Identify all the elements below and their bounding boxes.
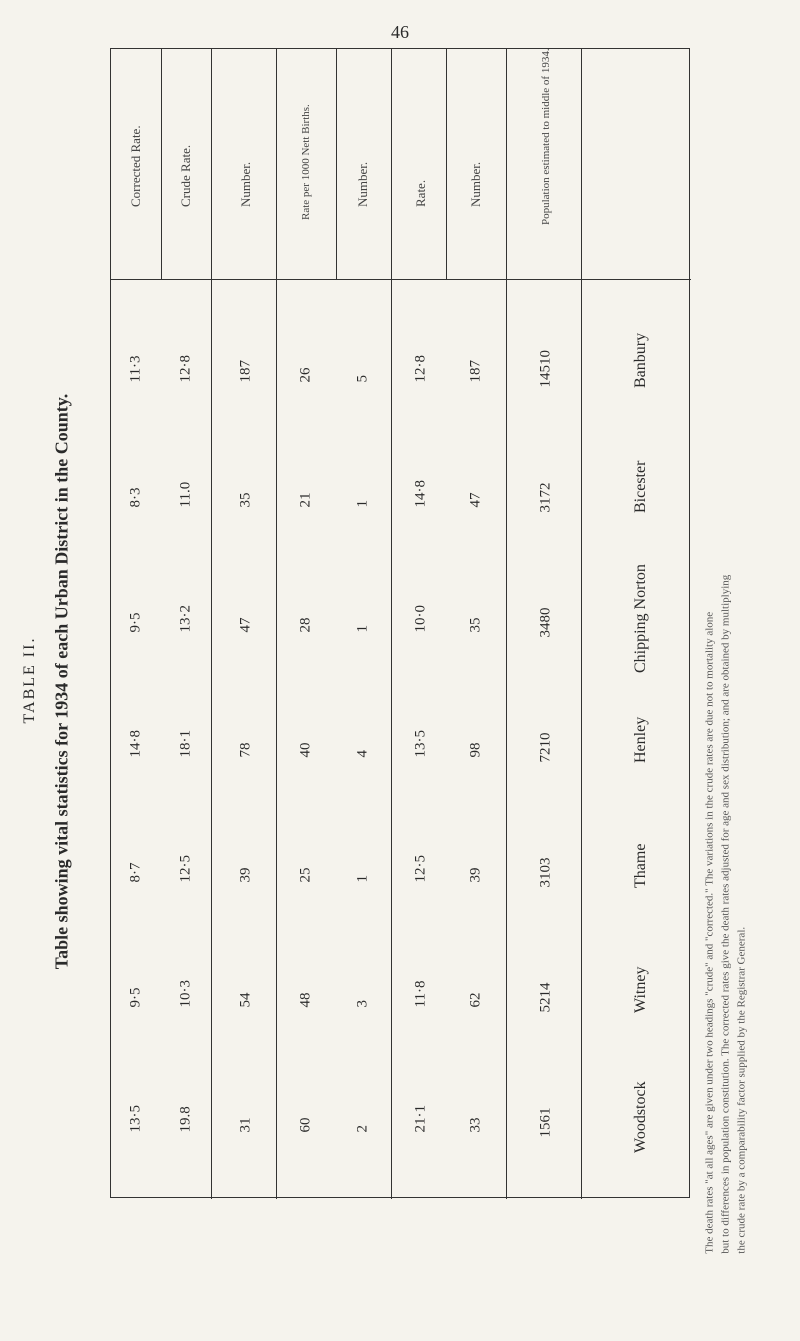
- row-label: Thame: [632, 844, 650, 888]
- cell-u1-number: 3: [355, 938, 372, 1008]
- cell-u1-rate: 28: [298, 563, 315, 633]
- cell-corrected: 11·3: [128, 313, 145, 383]
- cell-death-number: 78: [238, 688, 255, 758]
- cell-birth-rate: 21·1: [413, 1063, 430, 1133]
- cell-population: 3480: [538, 558, 555, 638]
- cell-birth-rate: 12·8: [413, 313, 430, 383]
- cell-corrected: 14·8: [128, 688, 145, 758]
- cell-population: 1561: [538, 1058, 555, 1138]
- cell-death-number: 187: [238, 313, 255, 383]
- cell-birth-number: 98: [468, 688, 485, 758]
- header-crude-rate: Crude Rate.: [178, 137, 194, 207]
- cell-birth-rate: 13·5: [413, 688, 430, 758]
- cell-birth-rate: 12·5: [413, 813, 430, 883]
- cell-u1-rate: 60: [298, 1063, 315, 1133]
- cell-corrected: 13·5: [128, 1063, 145, 1133]
- row-label: Woodstock: [632, 1081, 650, 1153]
- cell-birth-number: 47: [468, 438, 485, 508]
- cell-crude: 18·1: [178, 688, 195, 758]
- cell-corrected: 8·7: [128, 813, 145, 883]
- cell-u1-rate: 21: [298, 438, 315, 508]
- cell-population: 5214: [538, 933, 555, 1013]
- header-corrected-rate: Corrected Rate.: [128, 137, 144, 207]
- header-death-number: Number.: [238, 137, 254, 207]
- cell-crude: 13·2: [178, 563, 195, 633]
- cell-death-number: 35: [238, 438, 255, 508]
- row-label: Witney: [632, 967, 650, 1013]
- cell-u1-rate: 48: [298, 938, 315, 1008]
- footnote-line3: the crude rate by a comparability factor…: [734, 103, 749, 1253]
- table-title: Table showing vital statistics for 1934 …: [52, 393, 73, 969]
- cell-u1-number: 2: [355, 1063, 372, 1133]
- cell-birth-number: 33: [468, 1063, 485, 1133]
- cell-population: 3103: [538, 808, 555, 888]
- footnote-line1: The death rates "at all ages" are given …: [702, 103, 717, 1253]
- cell-birth-rate: 14·8: [413, 438, 430, 508]
- cell-crude: 12·8: [178, 313, 195, 383]
- cell-u1-rate: 25: [298, 813, 315, 883]
- table-label: TABLE II.: [21, 636, 39, 723]
- cell-crude: 11.0: [178, 438, 195, 508]
- cell-u1-rate: 26: [298, 313, 315, 383]
- cell-birth-rate: 10·0: [413, 563, 430, 633]
- cell-death-number: 39: [238, 813, 255, 883]
- cell-u1-number: 1: [355, 563, 372, 633]
- cell-corrected: 8·3: [128, 438, 145, 508]
- cell-death-number: 54: [238, 938, 255, 1008]
- header-population: Population estimated to middle of 1934.: [540, 115, 552, 225]
- cell-population: 3172: [538, 433, 555, 513]
- cell-death-number: 31: [238, 1063, 255, 1133]
- header-birth-number: Number.: [468, 137, 484, 207]
- cell-corrected: 9·5: [128, 563, 145, 633]
- page-number: 46: [391, 22, 409, 43]
- cell-crude: 10·3: [178, 938, 195, 1008]
- header-u1-number: Number.: [355, 137, 371, 207]
- cell-population: 14510: [538, 308, 555, 388]
- cell-death-number: 47: [238, 563, 255, 633]
- cell-birth-rate: 11·8: [413, 938, 430, 1008]
- row-label: Henley: [632, 717, 650, 763]
- cell-birth-number: 35: [468, 563, 485, 633]
- cell-u1-rate: 40: [298, 688, 315, 758]
- cell-u1-number: 1: [355, 438, 372, 508]
- footnote-line2: but to differences in population constit…: [718, 103, 733, 1253]
- cell-birth-number: 187: [468, 313, 485, 383]
- cell-u1-number: 1: [355, 813, 372, 883]
- cell-corrected: 9·5: [128, 938, 145, 1008]
- header-u1-rate: Rate per 1000 Nett Births.: [300, 120, 312, 220]
- cell-crude: 12·5: [178, 813, 195, 883]
- cell-birth-number: 39: [468, 813, 485, 883]
- header-birth-rate: Rate.: [413, 137, 429, 207]
- cell-crude: 19.8: [178, 1063, 195, 1133]
- cell-birth-number: 62: [468, 938, 485, 1008]
- cell-u1-number: 5: [355, 313, 372, 383]
- stats-table: Corrected Rate. Crude Rate. Number. Rate…: [110, 48, 690, 1198]
- row-label: Chipping Norton: [632, 564, 650, 673]
- row-label: Banbury: [632, 333, 650, 388]
- row-label: Bicester: [632, 461, 650, 513]
- cell-u1-number: 4: [355, 688, 372, 758]
- cell-population: 7210: [538, 683, 555, 763]
